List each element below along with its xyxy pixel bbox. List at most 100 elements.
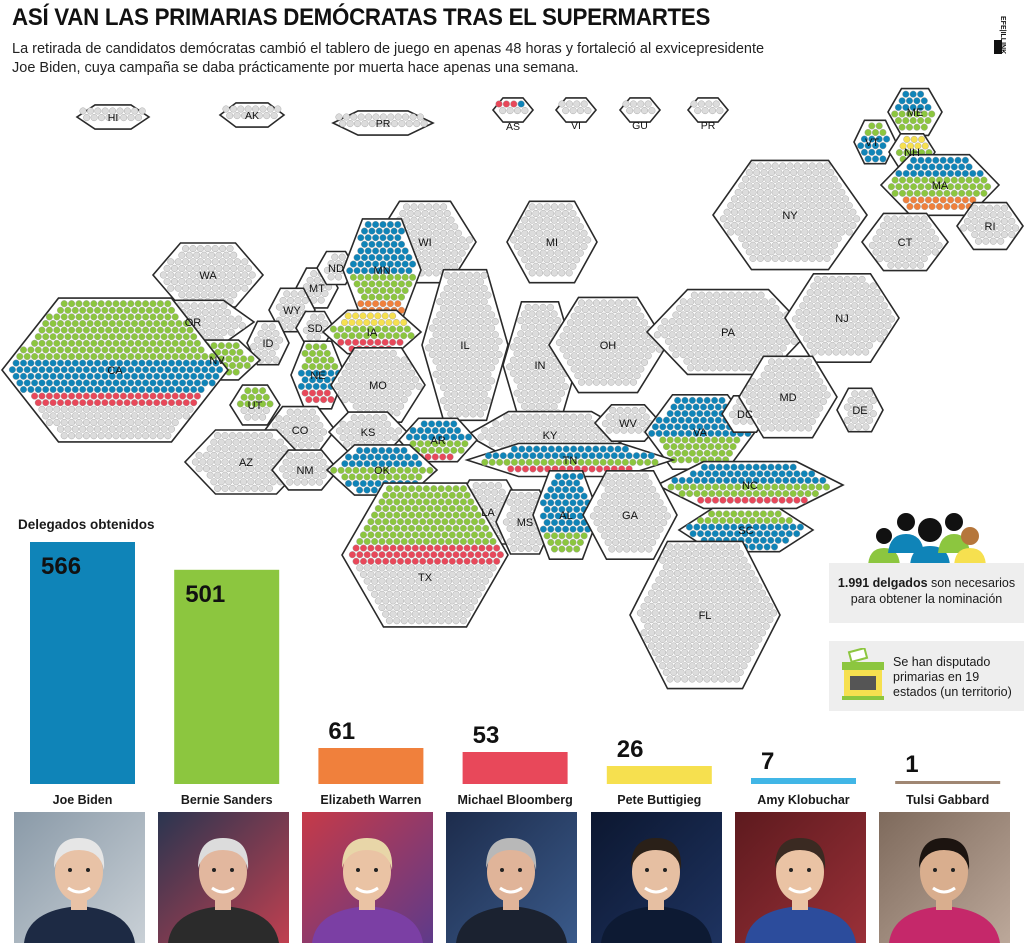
ballot-box-icon <box>842 648 884 700</box>
bar-joe-biden <box>30 542 135 784</box>
state-label: GA <box>622 510 639 522</box>
state-label: FL <box>699 610 712 622</box>
state-label: AR <box>430 435 445 447</box>
state-label: WA <box>199 270 217 282</box>
state-az <box>183 429 309 495</box>
state-label: IL <box>460 340 469 352</box>
state-ny <box>712 159 868 271</box>
state-mo <box>330 346 426 424</box>
state-label: ME <box>907 107 924 119</box>
state-label: MT <box>309 283 325 295</box>
primaries-text: Se han disputado primarias en 19 estados… <box>893 655 1012 699</box>
territory-label: PR <box>376 118 391 130</box>
bar-amy-klobuchar <box>751 778 856 784</box>
candidate-name: Bernie Sanders <box>180 793 273 807</box>
state-label: NM <box>296 465 313 477</box>
bar-value-label: 7 <box>761 748 774 775</box>
state-label: DC <box>737 409 753 421</box>
territory-label: AS <box>506 121 520 133</box>
candidate-name: Amy Klobuchar <box>757 793 850 807</box>
state-label: MO <box>369 380 387 392</box>
state-oh <box>548 296 668 394</box>
hex-dot-layer <box>0 87 1024 690</box>
photo-pete-buttigieg <box>591 812 722 943</box>
state-al <box>532 469 600 561</box>
state-sd <box>295 310 335 346</box>
bar-michael-bloomberg <box>462 752 568 784</box>
bar-elizabeth-warren <box>318 748 424 784</box>
state-label: PA <box>721 327 736 339</box>
state-id <box>246 320 290 366</box>
delegates-needed-text: son necesarios para obtener la nominació… <box>850 576 1016 606</box>
candidate-name: Elizabeth Warren <box>320 793 422 807</box>
bar-value-label: 501 <box>185 581 225 608</box>
territory-label: PR <box>701 120 716 132</box>
state-ga <box>582 469 678 561</box>
state-label: NJ <box>835 313 848 325</box>
bar-value-label: 1 <box>905 751 918 778</box>
state-me <box>887 87 943 137</box>
state-label: MS <box>517 517 534 529</box>
state-md <box>738 355 838 439</box>
state-ri <box>956 201 1024 251</box>
state-label: RI <box>985 221 996 233</box>
state-label: OH <box>600 340 617 352</box>
state-label: OK <box>374 465 391 477</box>
page-subtitle: La retirada de candidatos demócratas cam… <box>12 41 765 76</box>
state-label: CT <box>898 237 913 249</box>
state-label: NH <box>904 147 920 159</box>
territory-label: AK <box>245 110 259 122</box>
territory <box>554 97 598 123</box>
territory <box>218 102 286 128</box>
state-label: ND <box>328 263 344 275</box>
state-label: KY <box>543 430 558 442</box>
state-ks <box>327 411 409 453</box>
state-label: IA <box>367 327 378 339</box>
state-label: OR <box>185 317 202 329</box>
state-wa <box>151 242 265 308</box>
state-tx <box>341 482 509 628</box>
bar-bernie-sanders <box>174 569 280 784</box>
state-label: NE <box>310 370 325 382</box>
photo-tulsi-gabbard <box>879 812 1010 943</box>
bar-value-label: 26 <box>617 736 644 763</box>
logo-text: EFE|ILLINK <box>999 16 1006 54</box>
state-nm <box>270 449 340 491</box>
page-title: ASÍ VAN LAS PRIMARIAS DEMÓCRATAS TRAS EL… <box>12 4 711 31</box>
state-ut <box>229 384 281 426</box>
state-label: DE <box>852 405 867 417</box>
state-label: ID <box>263 338 274 350</box>
photo-elizabeth-warren <box>302 812 433 943</box>
territory <box>491 97 535 123</box>
territory <box>618 97 662 123</box>
state-label: VA <box>693 427 708 439</box>
state-nc <box>655 460 845 510</box>
delegates-needed-value: 1.991 delgados <box>837 576 928 590</box>
state-label: WY <box>283 305 301 317</box>
state-il <box>421 268 509 422</box>
candidate-name: Michael Bloomberg <box>457 793 573 807</box>
state-label: MA <box>932 180 949 192</box>
state-ct <box>860 212 950 272</box>
candidate-name: Joe Biden <box>52 793 113 807</box>
territory <box>75 104 151 130</box>
state-ne <box>290 340 346 410</box>
territory <box>331 110 435 136</box>
candidate-name: Tulsi Gabbard <box>906 793 990 807</box>
delegates-needed-box: 1.991 delgados son necesarios para obten… <box>829 563 1024 623</box>
bar-value-label: 566 <box>41 553 81 580</box>
state-label: NY <box>782 210 798 222</box>
state-label: VT <box>865 137 879 149</box>
state-vt <box>853 119 897 165</box>
candidate-name: Pete Buttigieg <box>617 793 702 807</box>
state-label: CA <box>107 365 123 377</box>
state-label: IN <box>535 360 546 372</box>
state-nj <box>784 272 900 364</box>
photo-michael-bloomberg <box>446 812 577 943</box>
state-label: UT <box>248 400 263 412</box>
territory-label: GU <box>632 120 648 132</box>
state-label: MN <box>373 265 390 277</box>
state-label: KS <box>361 427 376 439</box>
territory <box>686 97 730 123</box>
